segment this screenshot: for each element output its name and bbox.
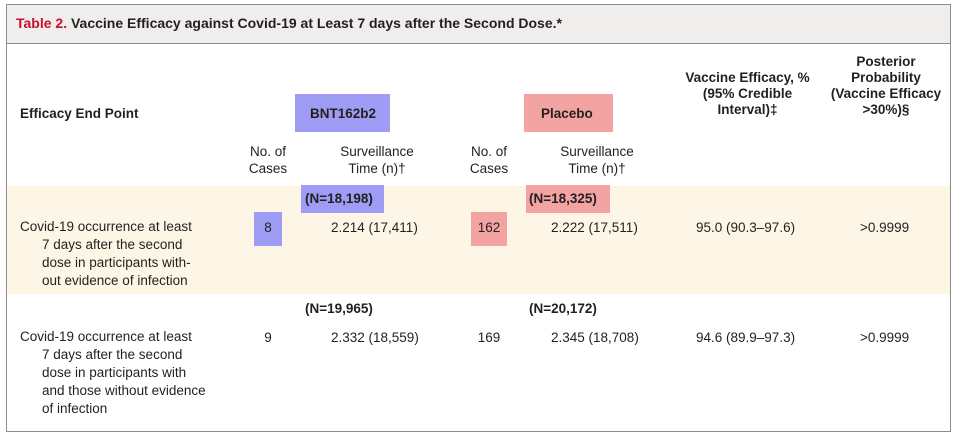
header-bnt-cases: No. of Cases (240, 143, 296, 177)
row-2-bnt-surveillance: 2.332 (18,559) (331, 330, 419, 345)
header-posterior-probability: Posterior Probability (Vaccine Efficacy … (826, 54, 946, 118)
row-2-endpoint: Covid-19 occurrence at least 7 days afte… (20, 328, 206, 418)
cases-line-1: No. of (470, 144, 508, 159)
bnt-cases-highlight (254, 212, 282, 246)
pp-line-1: Posterior (856, 54, 916, 69)
pp-line-2: Probability (851, 70, 921, 85)
row-2-endpoint-line-5: of infection (42, 401, 108, 416)
row-1-endpoint-line-2: 7 days after the second (42, 237, 183, 252)
placebo-cases-highlight (471, 212, 507, 246)
cases-line-2: Cases (469, 161, 509, 176)
row-2-endpoint-line-1: Covid-19 occurrence at least (20, 329, 192, 344)
row-2-placebo-surveillance: 2.345 (18,708) (551, 330, 639, 345)
row-1-endpoint: Covid-19 occurrence at least 7 days afte… (20, 218, 192, 290)
placebo-header-highlight (524, 94, 613, 132)
ve-line-2: (95% Credible (702, 86, 793, 101)
row-1-placebo-n: (N=18,325) (529, 191, 597, 206)
table-title-bar: Table 2. Vaccine Efficacy against Covid-… (7, 5, 950, 44)
ve-line-3: Interval)‡ (717, 102, 778, 117)
table-title-text: Vaccine Efficacy against Covid-19 at Lea… (67, 15, 562, 31)
header-placebo-cases: No. of Cases (461, 143, 517, 177)
header-bnt-surveillance: Surveillance Time (n)† (330, 143, 424, 177)
row-1-endpoint-line-1: Covid-19 occurrence at least (20, 219, 192, 234)
pp-line-3: (Vaccine Efficacy (830, 86, 942, 101)
table-frame (6, 4, 951, 432)
row-1-efficacy: 95.0 (90.3–97.6) (696, 220, 796, 235)
row-1-bnt-n: (N=18,198) (305, 191, 373, 206)
cases-line-2: Cases (248, 161, 288, 176)
surv-line-1: Surveillance (560, 144, 634, 159)
surv-line-2: Time (n)† (348, 161, 406, 176)
row-1-posterior: >0.9999 (860, 220, 910, 235)
table-title: Table 2. Vaccine Efficacy against Covid-… (16, 15, 562, 31)
placebo-n-highlight (526, 185, 610, 213)
cases-line-1: No. of (249, 144, 287, 159)
row-2-placebo-n: (N=20,172) (529, 301, 597, 316)
header-bnt162b2: BNT162b2 (310, 106, 377, 121)
surv-line-2: Time (n)† (568, 161, 626, 176)
bnt-header-highlight (295, 94, 390, 132)
row-1-placebo-surveillance: 2.222 (17,511) (551, 220, 638, 235)
row-1-endpoint-line-4: out evidence of infection (42, 273, 188, 288)
row-2-endpoint-line-3: dose in participants with (42, 365, 187, 380)
pp-line-4: >30%)§ (862, 102, 910, 117)
row-2-posterior: >0.9999 (860, 330, 910, 345)
row-1-endpoint-line-3: dose in participants with- (42, 255, 191, 270)
row-2-placebo-cases: 169 (477, 330, 501, 345)
surv-line-1: Surveillance (340, 144, 414, 159)
table-number: Table 2. (16, 15, 68, 31)
row-2-bnt-cases: 9 (264, 330, 272, 345)
row-1-bnt-cases: 8 (264, 220, 272, 235)
row-2-efficacy: 94.6 (89.9–97.3) (696, 330, 796, 345)
header-placebo: Placebo (541, 106, 593, 121)
row-2-bnt-n: (N=19,965) (305, 301, 373, 316)
row-2-endpoint-line-4: and those without evidence (42, 383, 206, 398)
header-placebo-surveillance: Surveillance Time (n)† (550, 143, 644, 177)
row-1-bnt-surveillance: 2.214 (17,411) (331, 220, 418, 235)
header-vaccine-efficacy: Vaccine Efficacy, % (95% Credible Interv… (675, 70, 820, 118)
bnt-n-highlight (301, 185, 384, 213)
header-endpoint: Efficacy End Point (20, 106, 139, 121)
row-2-endpoint-line-2: 7 days after the second (42, 347, 183, 362)
ve-line-1: Vaccine Efficacy, % (685, 70, 810, 85)
row-1-placebo-cases: 162 (477, 220, 501, 235)
